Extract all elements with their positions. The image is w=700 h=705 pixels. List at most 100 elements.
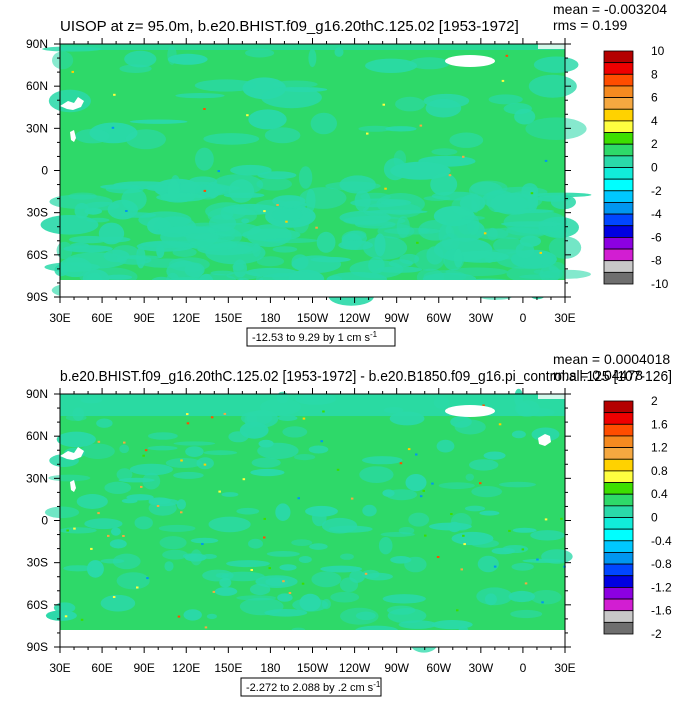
field-patch bbox=[449, 132, 484, 148]
colorbar-label: 1.2 bbox=[651, 441, 668, 455]
field-patch bbox=[195, 147, 214, 171]
field-patch bbox=[320, 565, 363, 573]
field-patch bbox=[220, 206, 234, 220]
colorbar-swatch bbox=[603, 552, 634, 565]
field-patch bbox=[451, 250, 509, 263]
field-patch bbox=[203, 133, 260, 145]
field-patch bbox=[533, 56, 579, 73]
colorbar-swatch bbox=[603, 610, 634, 623]
field-patch bbox=[203, 450, 238, 456]
field-patch bbox=[56, 431, 96, 448]
field-patch bbox=[343, 215, 406, 226]
field-patch bbox=[183, 609, 202, 621]
colorbar-label: -1.2 bbox=[651, 580, 672, 594]
field-patch bbox=[503, 103, 532, 115]
field-patch bbox=[279, 564, 297, 571]
field-patch bbox=[145, 184, 173, 192]
field-patch bbox=[365, 58, 418, 73]
field-extreme-dot bbox=[399, 462, 403, 465]
x-tick-label: 30W bbox=[468, 311, 493, 325]
field-patch bbox=[40, 215, 99, 235]
field-extreme-dot bbox=[144, 449, 148, 452]
field-extreme-dot bbox=[276, 204, 279, 206]
field-patch bbox=[256, 256, 285, 267]
missing-caspian bbox=[60, 97, 84, 110]
field-patch bbox=[156, 193, 206, 202]
colorbar-swatch bbox=[603, 598, 634, 612]
field-patch bbox=[294, 454, 316, 461]
field-patch bbox=[76, 494, 108, 509]
x-tick-label: 30E bbox=[554, 661, 575, 675]
field-extreme-dot bbox=[203, 108, 206, 110]
field-patch bbox=[129, 119, 188, 124]
field-patch bbox=[306, 188, 316, 213]
field-patch bbox=[228, 179, 255, 203]
field-extreme-dot bbox=[422, 489, 425, 492]
field-patch bbox=[173, 441, 216, 446]
field-extreme-dot bbox=[508, 529, 511, 532]
field-extreme-dot bbox=[122, 535, 125, 537]
colorbar-label: 1.6 bbox=[651, 417, 668, 431]
field-patch bbox=[308, 48, 317, 68]
field-extreme-dot bbox=[415, 453, 418, 456]
field-patch bbox=[502, 545, 529, 553]
field-patch bbox=[298, 166, 313, 189]
field-patch bbox=[395, 96, 425, 112]
colorbar-swatch bbox=[603, 260, 634, 273]
field-patch bbox=[112, 553, 141, 570]
field-patch bbox=[249, 583, 271, 596]
field-extreme-dot bbox=[80, 618, 84, 621]
colorbar-swatch bbox=[603, 412, 634, 425]
field-patch bbox=[84, 518, 123, 530]
x-tick-label: 120W bbox=[339, 661, 371, 675]
field-patch bbox=[142, 472, 161, 490]
field-patch bbox=[339, 577, 359, 593]
missing-antarctic bbox=[60, 280, 565, 297]
colorbar-label: 0.8 bbox=[651, 464, 668, 478]
colorbar: 2 1.6 1.2 0.8 0.4 0 -0.4 -0.8 -1.2 -1.6 -2 bbox=[603, 394, 672, 641]
field-extreme-dot bbox=[112, 596, 116, 598]
field-patch bbox=[56, 241, 73, 260]
bottom-chart: mean = 0.0004018 rms = 0.04478 b.e20.BHI… bbox=[26, 351, 672, 697]
y-axis: 90N 60N 30N 0 30S 60S 90S bbox=[26, 37, 571, 304]
field-patch bbox=[125, 129, 166, 150]
field-extreme-dot bbox=[419, 495, 423, 498]
field-patch bbox=[398, 620, 437, 629]
chart-title: b.e20.BHIST.f09_g16.20thC.125.02 [1953-1… bbox=[60, 368, 672, 385]
colorbar-swatch bbox=[603, 178, 634, 192]
field-extreme-dot bbox=[263, 210, 266, 213]
field-patch bbox=[86, 560, 104, 578]
field-patch bbox=[483, 451, 506, 460]
field-patch bbox=[190, 537, 219, 544]
field-extreme-dot bbox=[180, 511, 183, 514]
field-patch bbox=[275, 503, 291, 521]
bottom-panel: mean = 0.0004018 rms = 0.04478 b.e20.BHI… bbox=[0, 350, 700, 700]
colorbar-label: -6 bbox=[651, 230, 662, 244]
field-extreme-dot bbox=[539, 251, 542, 254]
field-patch bbox=[167, 53, 208, 65]
missing-caspian bbox=[60, 447, 84, 460]
field-patch bbox=[479, 510, 500, 516]
field-patch bbox=[321, 598, 331, 610]
missing-arctic bbox=[445, 405, 495, 417]
field-patch bbox=[354, 190, 371, 212]
colorbar-label: 8 bbox=[651, 67, 658, 81]
colorbar-swatch bbox=[603, 132, 634, 145]
colorbar-label: -0.4 bbox=[651, 534, 672, 548]
field-patch bbox=[364, 572, 393, 581]
field-patch bbox=[239, 421, 269, 439]
field-patch bbox=[176, 499, 186, 510]
field-patch bbox=[126, 494, 154, 501]
field-extreme-dot bbox=[71, 70, 74, 73]
field-patch bbox=[430, 173, 458, 196]
y-axis: 90N 60N 30N 0 30S 60S 90S bbox=[26, 387, 571, 654]
field-extreme-dot bbox=[560, 517, 563, 520]
field-extreme-dot bbox=[524, 582, 528, 585]
field-patch bbox=[121, 188, 147, 211]
field-patch bbox=[52, 51, 74, 70]
field-patch bbox=[312, 509, 327, 527]
field-extreme-dot bbox=[416, 241, 419, 244]
rms-label: rms = 0.199 bbox=[553, 17, 628, 33]
y-tick-label: 90N bbox=[26, 387, 48, 401]
field-patch bbox=[291, 539, 313, 546]
